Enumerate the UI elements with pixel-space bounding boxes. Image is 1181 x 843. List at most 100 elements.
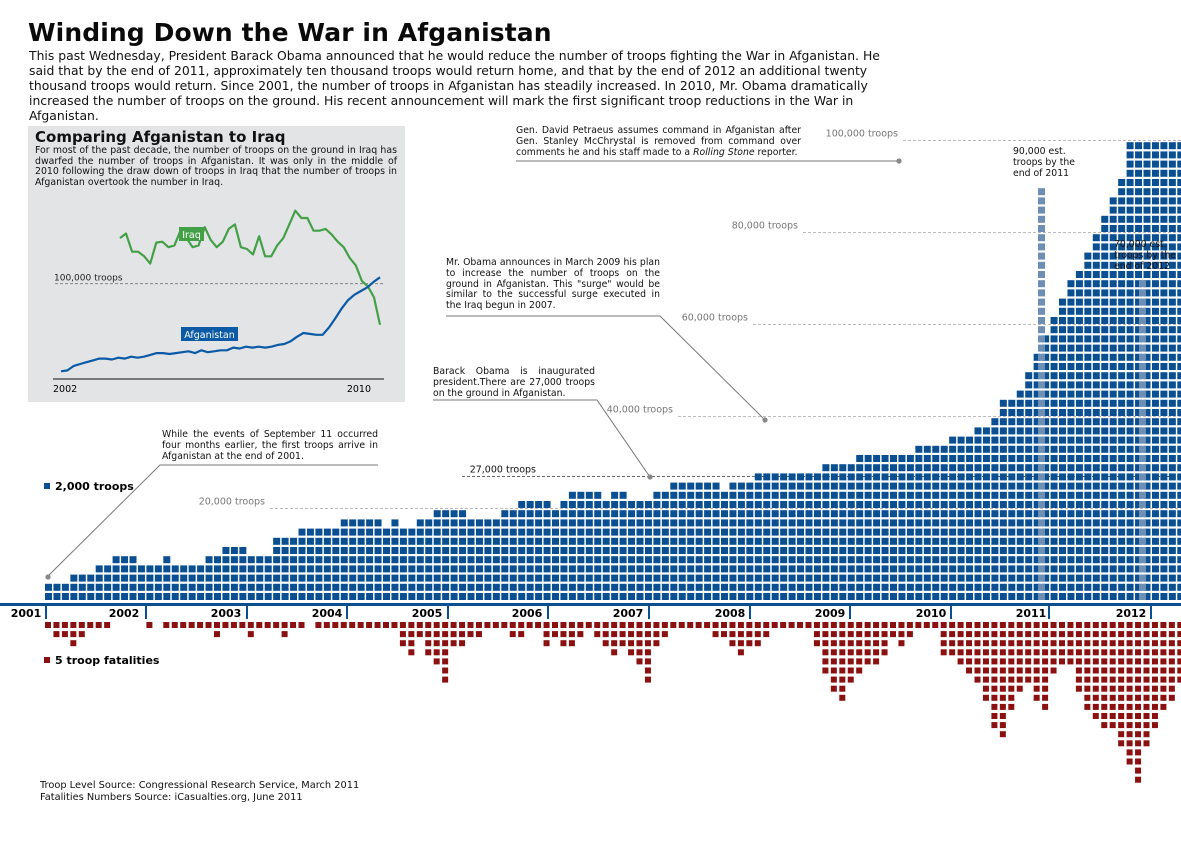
troop-square bbox=[602, 537, 610, 545]
fatality-square bbox=[1118, 622, 1125, 628]
troop-square bbox=[1135, 206, 1143, 214]
troop-square bbox=[923, 556, 931, 564]
fatality-square bbox=[1025, 649, 1032, 656]
troop-square bbox=[1109, 473, 1117, 481]
troop-square bbox=[459, 547, 467, 554]
troop-square bbox=[374, 565, 382, 573]
troop-square bbox=[780, 510, 788, 518]
troop-square bbox=[898, 491, 906, 499]
fatality-square bbox=[1109, 694, 1116, 701]
troop-square bbox=[982, 473, 990, 481]
troop-square bbox=[1168, 445, 1176, 453]
troop-square bbox=[1092, 344, 1100, 352]
estimate-square bbox=[1038, 298, 1045, 306]
estimate-square bbox=[1139, 307, 1146, 315]
fatality-square bbox=[1042, 694, 1049, 701]
fatality-square bbox=[982, 631, 989, 638]
troop-square bbox=[763, 491, 771, 499]
estimate-square bbox=[1038, 528, 1045, 536]
troop-square bbox=[1160, 547, 1168, 554]
troop-square bbox=[1143, 455, 1151, 462]
troop-square bbox=[543, 537, 551, 545]
troop-square bbox=[535, 583, 543, 591]
fatality-square bbox=[991, 685, 998, 692]
troop-square bbox=[1059, 445, 1066, 453]
troop-square bbox=[881, 537, 889, 545]
troop-square bbox=[712, 482, 720, 490]
troop-square bbox=[535, 510, 543, 518]
fatality-square bbox=[1075, 640, 1082, 647]
troop-square bbox=[999, 418, 1007, 426]
troop-square bbox=[374, 556, 382, 564]
troop-square bbox=[1160, 151, 1168, 159]
troop-square bbox=[450, 583, 458, 591]
troop-square bbox=[1143, 583, 1151, 591]
fatality-square bbox=[763, 631, 770, 638]
troop-square bbox=[974, 455, 982, 462]
fatality-square bbox=[205, 622, 212, 628]
troop-square bbox=[366, 547, 374, 554]
fatality-square bbox=[873, 658, 880, 665]
troop-square bbox=[864, 565, 872, 573]
troop-square bbox=[1160, 197, 1168, 205]
troop-square bbox=[1025, 381, 1033, 389]
troop-square bbox=[349, 528, 357, 536]
troop-square bbox=[932, 574, 940, 582]
troop-square bbox=[695, 583, 703, 591]
troop-square bbox=[1177, 501, 1181, 508]
troop-square bbox=[1160, 436, 1168, 444]
fatality-square bbox=[999, 713, 1006, 719]
troop-square bbox=[585, 491, 593, 499]
troop-square bbox=[788, 519, 796, 527]
troop-square bbox=[273, 547, 281, 554]
fatality-square bbox=[898, 640, 905, 647]
troop-square bbox=[830, 482, 838, 490]
troop-square bbox=[1177, 528, 1181, 536]
fatality-square bbox=[999, 676, 1006, 683]
troop-square bbox=[374, 574, 382, 582]
troop-square bbox=[763, 556, 771, 564]
troop-square bbox=[1109, 583, 1117, 591]
troop-square bbox=[822, 574, 830, 582]
troop-square bbox=[247, 593, 255, 600]
troop-square bbox=[1177, 399, 1181, 407]
troop-square bbox=[1135, 436, 1143, 444]
fatality-square bbox=[974, 676, 981, 683]
troop-square bbox=[940, 547, 948, 554]
troop-square bbox=[670, 482, 678, 490]
troop-square bbox=[1084, 344, 1092, 352]
troop-square bbox=[974, 528, 982, 536]
fatality-square bbox=[636, 640, 643, 647]
troop-square bbox=[611, 593, 619, 600]
troop-square bbox=[1118, 409, 1126, 416]
troop-square bbox=[746, 528, 754, 536]
fatality-square bbox=[653, 622, 660, 628]
troop-square bbox=[1177, 363, 1181, 370]
troop-square bbox=[1101, 418, 1109, 426]
troop-square bbox=[450, 556, 458, 564]
troop-square bbox=[1143, 363, 1151, 370]
troop-square bbox=[1092, 317, 1100, 324]
fatality-square bbox=[1177, 676, 1181, 683]
troop-square bbox=[1168, 169, 1176, 177]
troop-square bbox=[1160, 289, 1168, 297]
troop-square bbox=[856, 547, 864, 554]
troop-square bbox=[999, 482, 1007, 490]
troop-square bbox=[552, 556, 559, 564]
troop-square bbox=[763, 510, 771, 518]
troop-square bbox=[712, 491, 720, 499]
troop-square bbox=[805, 528, 813, 536]
troop-square bbox=[661, 547, 669, 554]
troop-square bbox=[1118, 390, 1126, 398]
fatality-square bbox=[830, 676, 837, 683]
estimate-square bbox=[1038, 537, 1045, 545]
troop-square bbox=[839, 528, 847, 536]
troop-square bbox=[281, 556, 289, 564]
troop-square bbox=[1059, 335, 1066, 343]
troop-square bbox=[467, 565, 475, 573]
fatality-square bbox=[864, 622, 871, 628]
estimate-square bbox=[1139, 464, 1146, 472]
troop-square bbox=[1126, 142, 1134, 150]
troop-square bbox=[687, 556, 695, 564]
troop-square bbox=[214, 565, 221, 573]
